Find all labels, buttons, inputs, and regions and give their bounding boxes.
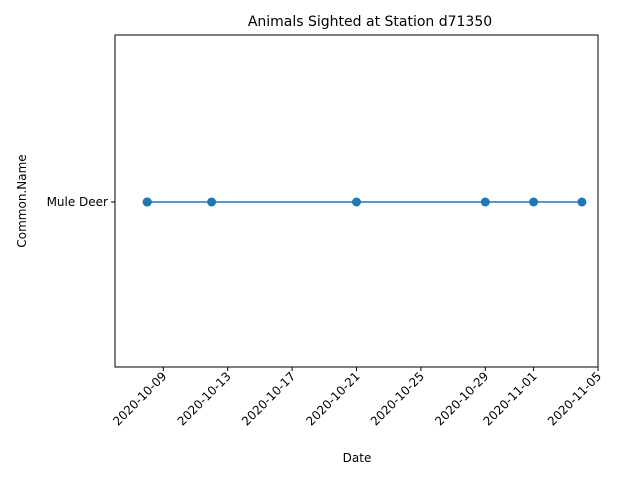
data-point <box>352 197 361 207</box>
data-point <box>207 197 217 207</box>
x-axis: 2020-10-09 2020-10-13 2020-10-17 2020-10-21… <box>110 367 604 428</box>
x-tick-label: 2020-10-09 <box>110 369 169 428</box>
y-axis: Mule Deer <box>47 195 115 209</box>
x-tick-label: 2020-11-05 <box>545 369 604 428</box>
x-tick-label: 2020-10-13 <box>175 369 234 428</box>
chart-title: Animals Sighted at Station d71350 <box>248 14 492 30</box>
data-point <box>142 197 152 207</box>
series-layer <box>142 197 587 207</box>
data-point <box>577 197 587 207</box>
x-tick-label: 2020-10-17 <box>239 369 298 428</box>
y-tick-label: Mule Deer <box>47 195 108 209</box>
data-point <box>529 197 539 207</box>
x-tick-label: 2020-10-25 <box>368 369 427 428</box>
y-axis-label: Common.Name <box>15 154 29 247</box>
x-axis-label: Date <box>343 451 372 465</box>
data-point <box>480 197 490 207</box>
x-tick-label: 2020-10-21 <box>303 369 362 428</box>
